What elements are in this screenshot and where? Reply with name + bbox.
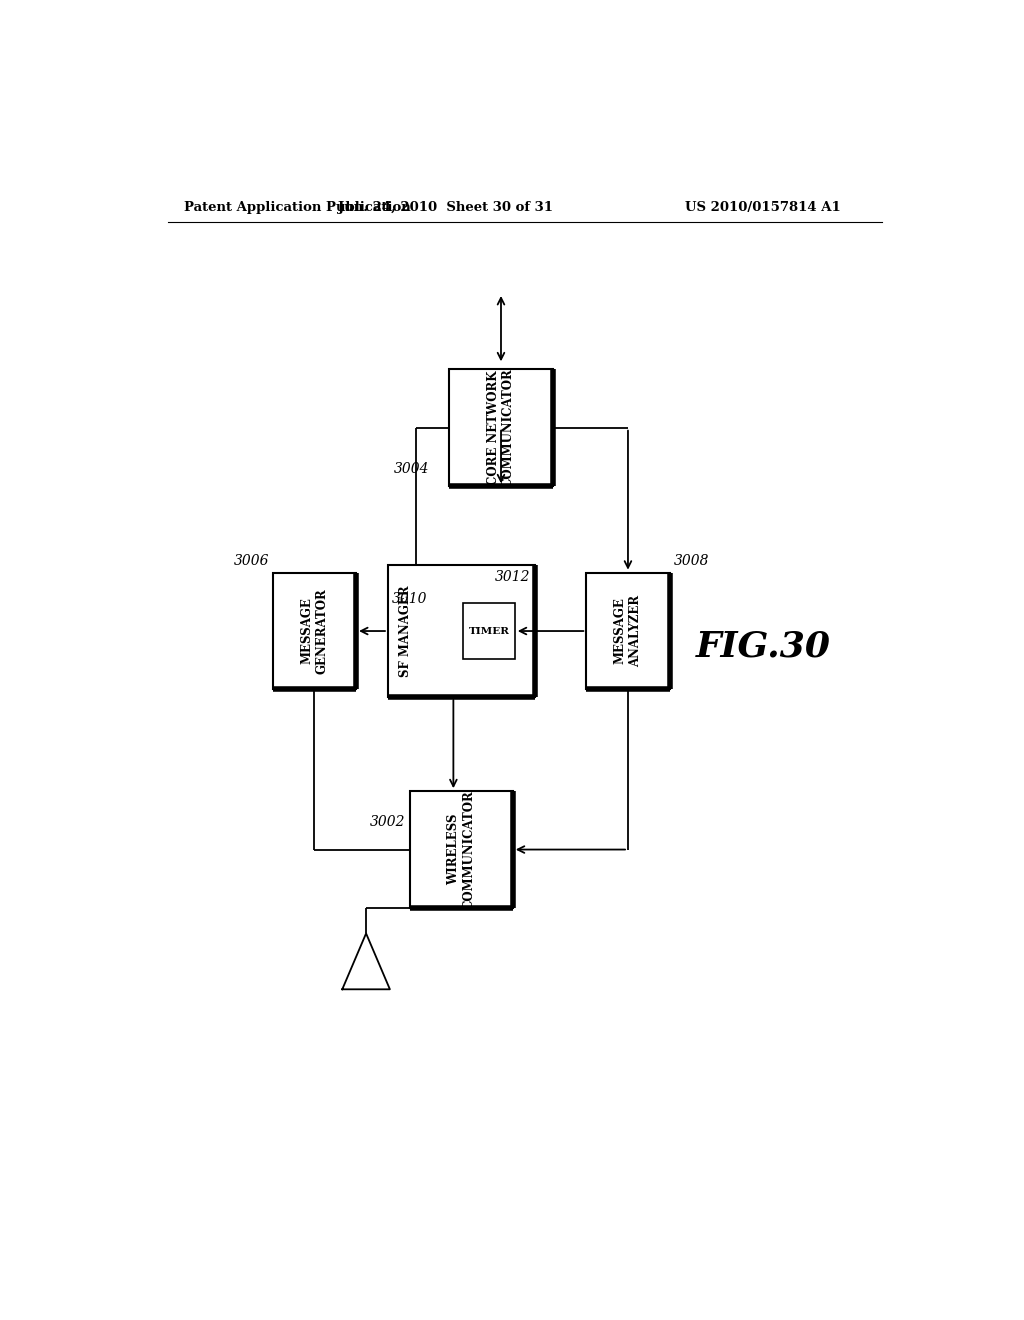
Text: 3004: 3004 <box>394 462 430 477</box>
Text: TIMER: TIMER <box>469 627 510 635</box>
Text: 3006: 3006 <box>233 553 269 568</box>
Text: 3010: 3010 <box>392 591 427 606</box>
Text: 3008: 3008 <box>674 553 709 568</box>
Text: Patent Application Publication: Patent Application Publication <box>183 201 411 214</box>
Bar <box>450 370 553 486</box>
Text: Jun. 24, 2010  Sheet 30 of 31: Jun. 24, 2010 Sheet 30 of 31 <box>338 201 553 214</box>
Text: MESSAGE
ANALYZER: MESSAGE ANALYZER <box>614 595 642 667</box>
Text: 3002: 3002 <box>371 816 406 829</box>
Text: FIG.30: FIG.30 <box>695 630 830 663</box>
Bar <box>463 603 515 659</box>
Text: WIRELESS
COMMUNICATOR: WIRELESS COMMUNICATOR <box>447 791 475 909</box>
Text: SF MANAGER: SF MANAGER <box>399 585 412 677</box>
Text: 3012: 3012 <box>496 570 530 583</box>
Text: MESSAGE
GENERATOR: MESSAGE GENERATOR <box>300 589 329 675</box>
Text: US 2010/0157814 A1: US 2010/0157814 A1 <box>685 201 841 214</box>
Text: CORE NETWORK
COMMUNICATOR: CORE NETWORK COMMUNICATOR <box>487 368 515 487</box>
Bar <box>410 791 513 908</box>
Bar <box>587 573 670 689</box>
Bar <box>388 565 535 697</box>
Bar <box>272 573 356 689</box>
